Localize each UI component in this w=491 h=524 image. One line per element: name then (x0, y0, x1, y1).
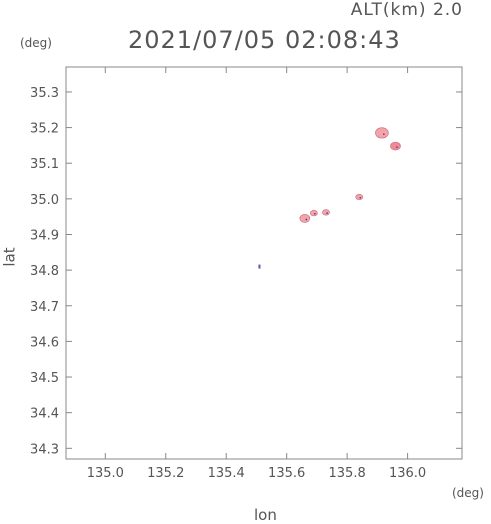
data-point-core (314, 213, 316, 215)
data-point-core (383, 133, 385, 136)
data-point (258, 264, 261, 269)
plot-frame (65, 66, 463, 460)
y-tick-label: 34.7 (30, 300, 59, 315)
x-unit-label: (deg) (452, 486, 484, 500)
data-point (355, 193, 364, 201)
y-tick-label: 34.8 (30, 264, 59, 279)
x-tick-label: 136.0 (389, 466, 426, 481)
chart-title-timestamp: 2021/07/05 02:08:43 (128, 26, 401, 54)
x-tick-label: 135.2 (147, 466, 184, 481)
data-point-core (305, 218, 308, 221)
data-point (310, 210, 318, 217)
data-point (322, 209, 330, 216)
data-point-core (326, 212, 328, 214)
x-tick-label: 135.4 (208, 466, 245, 481)
data-point (390, 141, 401, 151)
data-point (375, 127, 389, 139)
data-point-core (396, 146, 398, 148)
altitude-label: ALT(km) 2.0 (350, 0, 463, 20)
y-tick-label: 34.3 (30, 442, 59, 457)
x-tick-label: 135.8 (329, 466, 366, 481)
data-point-core (359, 196, 362, 199)
y-tick-label: 34.4 (30, 407, 59, 422)
data-point (299, 214, 311, 223)
y-ticks: 34.3 34.4 34.5 34.6 34.7 34.8 34.9 35.0 35.1 35.2… (30, 86, 462, 457)
data-points (258, 127, 401, 269)
y-tick-label: 34.6 (30, 335, 59, 350)
y-tick-label: 35.2 (30, 122, 59, 137)
y-tick-label: 34.5 (30, 371, 59, 386)
x-axis-label: lon (254, 506, 277, 524)
y-tick-label: 35.1 (30, 157, 59, 172)
x-tick-label: 135.6 (268, 466, 305, 481)
x-ticks: 135.0 135.2 135.4 135.6 135.8 136.0 (87, 67, 426, 481)
y-tick-label: 34.9 (30, 228, 59, 243)
y-tick-label: 35.3 (30, 86, 59, 101)
y-unit-label: (deg) (20, 36, 52, 50)
x-tick-label: 135.0 (87, 466, 124, 481)
y-tick-label: 35.0 (30, 193, 59, 208)
